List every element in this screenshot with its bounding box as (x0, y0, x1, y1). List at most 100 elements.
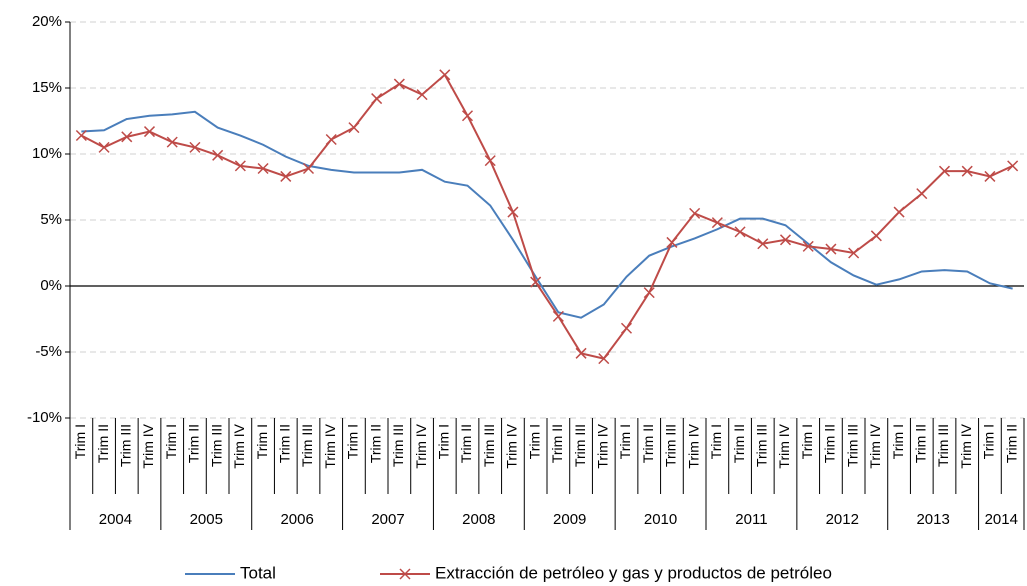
marker (893, 206, 905, 218)
marker (189, 141, 201, 153)
legend-marker (399, 568, 411, 580)
x-tick-label: Trim III (844, 424, 860, 467)
x-tick-label: Trim II (822, 424, 838, 463)
x-tick-label: Trim I (72, 424, 88, 459)
x-tick-label: Trim IV (776, 423, 792, 468)
year-label: 2011 (735, 511, 767, 528)
x-tick-label: Trim I (617, 424, 633, 459)
legend-label: Total (240, 563, 276, 582)
x-tick-label: Trim II (458, 424, 474, 463)
x-tick-label: Trim II (367, 424, 383, 463)
marker (212, 149, 224, 161)
y-tick-label: 10% (32, 145, 62, 162)
x-tick-label: Trim I (435, 424, 451, 459)
marker (484, 155, 496, 167)
x-tick-label: Trim I (254, 424, 270, 459)
marker (98, 141, 110, 153)
y-tick-label: 0% (40, 277, 62, 294)
marker (757, 238, 769, 250)
year-label: 2005 (190, 511, 223, 528)
marker (689, 207, 701, 219)
marker (802, 240, 814, 252)
marker (916, 188, 928, 200)
x-tick-label: Trim IV (594, 423, 610, 468)
year-label: 2007 (371, 511, 404, 528)
x-tick-label: Trim I (799, 424, 815, 459)
marker (143, 126, 156, 138)
marker (166, 136, 178, 148)
x-tick-label: Trim IV (958, 423, 974, 468)
legend-label: Extracción de petróleo y gas y productos… (435, 563, 832, 582)
marker (984, 170, 996, 182)
series-line (80, 73, 1014, 360)
marker (711, 217, 723, 229)
year-label: 2004 (99, 511, 132, 528)
marker (575, 347, 587, 359)
x-tick-label: Trim II (549, 424, 565, 463)
marker (439, 69, 451, 81)
marker (598, 353, 610, 365)
year-label: 2010 (644, 511, 677, 528)
x-tick-label: Trim IV (140, 423, 156, 468)
marker (257, 162, 269, 175)
x-tick-label: Trim II (1003, 424, 1019, 463)
x-tick-label: Trim II (731, 424, 747, 463)
x-tick-label: Trim III (935, 424, 951, 467)
x-tick-label: Trim IV (685, 423, 701, 468)
x-tick-label: Trim III (572, 424, 588, 467)
marker (234, 160, 246, 172)
marker (371, 93, 383, 105)
y-tick-label: 5% (40, 211, 62, 228)
year-label: 2009 (553, 511, 586, 528)
y-tick-label: 20% (32, 13, 62, 30)
marker (416, 89, 428, 101)
x-tick-label: Trim IV (322, 423, 338, 468)
marker (620, 322, 633, 334)
x-tick-label: Trim I (526, 424, 542, 459)
marker (848, 247, 860, 259)
x-tick-label: Trim II (186, 424, 202, 463)
x-tick-label: Trim I (163, 424, 179, 459)
marker (734, 226, 746, 238)
marker (280, 170, 292, 182)
year-label: 2012 (826, 511, 859, 528)
x-tick-label: Trim III (390, 424, 406, 467)
x-tick-label: Trim IV (231, 423, 247, 468)
x-tick-label: Trim IV (413, 423, 429, 468)
marker (530, 276, 542, 288)
marker (552, 310, 564, 322)
y-tick-label: -10% (27, 409, 62, 426)
year-label: 2014 (985, 511, 1018, 528)
x-tick-label: Trim III (208, 424, 224, 467)
x-tick-label: Trim III (481, 424, 497, 467)
marker (643, 287, 655, 299)
marker (348, 122, 360, 134)
marker (461, 110, 474, 122)
x-tick-label: Trim II (912, 424, 928, 463)
year-label: 2013 (916, 511, 949, 528)
x-tick-label: Trim II (95, 424, 111, 463)
marker (507, 206, 519, 218)
marker (870, 230, 882, 242)
marker (666, 236, 678, 248)
x-tick-label: Trim IV (504, 423, 520, 468)
x-tick-label: Trim I (345, 424, 361, 459)
year-label: 2006 (280, 511, 313, 528)
x-tick-label: Trim II (276, 424, 292, 463)
marker (325, 133, 337, 146)
x-tick-label: Trim III (299, 424, 315, 467)
marker (393, 78, 405, 90)
y-tick-label: -5% (35, 343, 62, 360)
x-tick-label: Trim I (981, 424, 997, 459)
series-line (81, 110, 1013, 319)
y-tick-label: 15% (32, 79, 62, 96)
x-tick-label: Trim III (117, 424, 133, 467)
marker (825, 243, 837, 255)
marker (75, 129, 87, 142)
x-tick-label: Trim II (640, 424, 656, 463)
marker (938, 165, 951, 177)
marker (121, 131, 133, 143)
marker (1007, 160, 1019, 172)
marker (302, 162, 315, 175)
